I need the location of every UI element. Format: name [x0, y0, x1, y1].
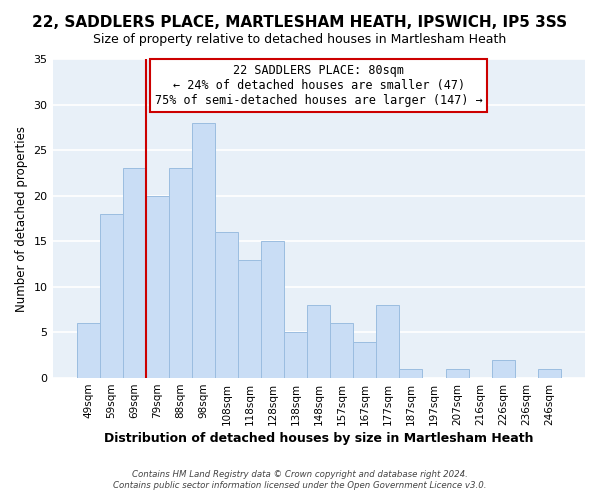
Bar: [491, 360, 515, 378]
Bar: [538, 369, 561, 378]
Bar: [376, 305, 400, 378]
Bar: [400, 369, 422, 378]
Bar: [330, 324, 353, 378]
Bar: [261, 242, 284, 378]
Bar: [238, 260, 261, 378]
Bar: [192, 123, 215, 378]
Bar: [353, 342, 376, 378]
Bar: [123, 168, 146, 378]
Text: 22 SADDLERS PLACE: 80sqm
← 24% of detached houses are smaller (47)
75% of semi-d: 22 SADDLERS PLACE: 80sqm ← 24% of detach…: [155, 64, 482, 107]
Bar: [446, 369, 469, 378]
Bar: [215, 232, 238, 378]
Y-axis label: Number of detached properties: Number of detached properties: [15, 126, 28, 312]
Bar: [100, 214, 123, 378]
Text: 22, SADDLERS PLACE, MARTLESHAM HEATH, IPSWICH, IP5 3SS: 22, SADDLERS PLACE, MARTLESHAM HEATH, IP…: [32, 15, 568, 30]
X-axis label: Distribution of detached houses by size in Martlesham Heath: Distribution of detached houses by size …: [104, 432, 533, 445]
Bar: [307, 305, 330, 378]
Text: Contains HM Land Registry data © Crown copyright and database right 2024.
Contai: Contains HM Land Registry data © Crown c…: [113, 470, 487, 490]
Bar: [77, 324, 100, 378]
Bar: [169, 168, 192, 378]
Bar: [146, 196, 169, 378]
Text: Size of property relative to detached houses in Martlesham Heath: Size of property relative to detached ho…: [94, 32, 506, 46]
Bar: [284, 332, 307, 378]
